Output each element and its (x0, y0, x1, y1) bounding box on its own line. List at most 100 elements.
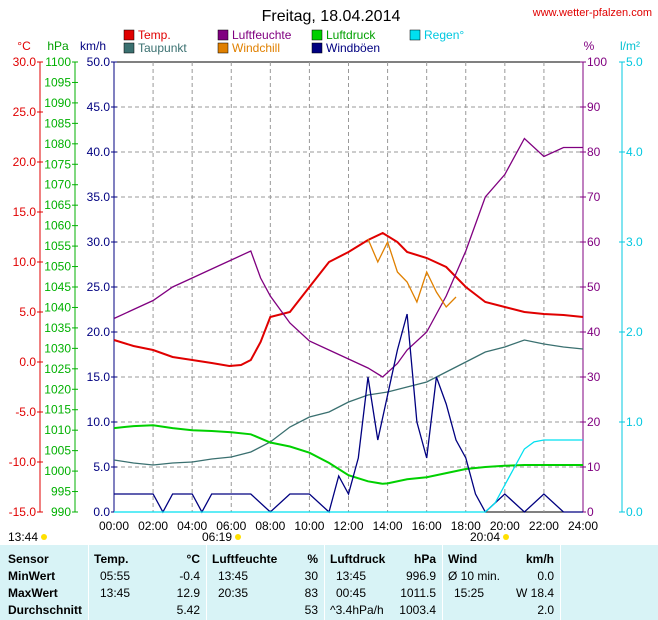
press-axis-tick-label: 1045 (44, 280, 71, 294)
stats-row-avg: Durchschnitt 5.42 53 ^3.4hPa/h 1003.4 2.… (0, 602, 658, 618)
x-tick-label: 14:00 (373, 519, 403, 533)
stats-header-row: Sensor Temp. °C Luftfeuchte % Luftdruck … (0, 551, 658, 567)
temp-axis-tick-label: 15.0 (13, 205, 37, 219)
temp-axis-tick-label: -15.0 (9, 505, 37, 519)
press-axis-tick-label: 1010 (44, 423, 71, 437)
legend-label: Luftfeuchte (232, 28, 292, 42)
x-tick-label: 10:00 (294, 519, 324, 533)
rain-unit: l/m² (620, 39, 640, 53)
header-wind: Wind (448, 552, 477, 566)
press-axis-tick-label: 1070 (44, 178, 71, 192)
moonrise-label: 13:44 (8, 530, 38, 544)
sun-icon (41, 534, 47, 540)
header-temp-unit: °C (170, 552, 200, 566)
x-tick-label: 08:00 (255, 519, 285, 533)
wind-time: Ø 10 min. (448, 569, 500, 583)
hum-axis-tick-label: 30 (587, 370, 601, 384)
legend-label: Temp. (138, 28, 171, 42)
press-time: 00:45 (336, 586, 366, 600)
press-axis-tick-label: 1075 (44, 157, 71, 171)
press-axis-tick-label: 1015 (44, 403, 71, 417)
header-wind-unit: km/h (510, 552, 554, 566)
wind-axis-tick-label: 45.0 (87, 100, 111, 114)
sun-icon (235, 534, 241, 540)
hum-value: 83 (270, 586, 318, 600)
temp-axis-tick-label: -10.0 (9, 455, 37, 469)
wind-axis-tick-label: 5.0 (93, 460, 110, 474)
hum-time: 20:35 (218, 586, 248, 600)
x-tick-label: 12:00 (333, 519, 363, 533)
press-axis-tick-label: 990 (51, 505, 71, 519)
rain-axis-tick-label: 1.0 (626, 415, 643, 429)
hum-value: 53 (270, 603, 318, 617)
press-value: 996.9 (386, 569, 436, 583)
press-axis-tick-label: 1005 (44, 444, 71, 458)
legend-swatch (124, 30, 134, 40)
press-axis-tick-label: 1035 (44, 321, 71, 335)
temp-value: 5.42 (150, 603, 200, 617)
press-axis-tick-label: 995 (51, 485, 71, 499)
wind-value: 0.0 (500, 569, 554, 583)
x-axis: 00:00 02:00 04:00 06:00 08:00 10:00 12:00 14:00… (99, 519, 598, 533)
x-tick-label: 16:00 (412, 519, 442, 533)
wind-axis-tick-label: 0.0 (93, 505, 110, 519)
hum-axis-tick-label: 40 (587, 325, 601, 339)
rain-axis-tick-label: 0.0 (626, 505, 643, 519)
weather-chart: Freitag, 18.04.2014 www.wetter-pfalzen.c… (0, 0, 658, 545)
press-axis-tick-label: 1020 (44, 382, 71, 396)
hum-unit: % (584, 39, 595, 53)
wind-time: 15:25 (454, 586, 484, 600)
header-hum: Luftfeuchte (212, 552, 277, 566)
temp-value: 12.9 (150, 586, 200, 600)
legend-swatch (124, 43, 134, 53)
temp-axis-tick-label: 30.0 (13, 55, 37, 69)
press-value: 1003.4 (386, 603, 436, 617)
legend-swatch (218, 30, 228, 40)
press-time: 13:45 (336, 569, 366, 583)
header-sensor: Sensor (8, 552, 49, 566)
press-axis-tick-label: 1055 (44, 239, 71, 253)
hum-axis-tick-label: 10 (587, 460, 601, 474)
temp-axis-tick-label: 10.0 (13, 255, 37, 269)
hum-axis-tick-label: 60 (587, 235, 601, 249)
press-value: 1011.5 (386, 586, 436, 600)
wind-unit: km/h (80, 39, 106, 53)
grid (114, 62, 583, 512)
x-tick-label: 00:00 (99, 519, 129, 533)
wind-axis-tick-label: 40.0 (87, 145, 111, 159)
stats-row-max: MaxWert 13:45 12.9 20:35 83 00:45 1011.5… (0, 585, 658, 601)
press-axis-tick-label: 1050 (44, 260, 71, 274)
temp-axis-tick-label: 0.0 (19, 355, 36, 369)
hum-axis-tick-label: 0 (587, 505, 594, 519)
row-label: MaxWert (8, 586, 58, 600)
sunrise-label: 06:19 (202, 530, 232, 544)
site-link[interactable]: www.wetter-pfalzen.com (532, 7, 652, 19)
row-label: MinWert (8, 569, 55, 583)
hum-axis-tick-label: 80 (587, 145, 601, 159)
temp-value: -0.4 (150, 569, 200, 583)
wind-value: 2.0 (500, 603, 554, 617)
x-tick-label: 24:00 (568, 519, 598, 533)
stats-table: Sensor Temp. °C Luftfeuchte % Luftdruck … (0, 545, 658, 620)
temp-time: 05:55 (100, 569, 130, 583)
wind-value: W 18.4 (500, 586, 554, 600)
wind-axis-tick-label: 50.0 (87, 55, 111, 69)
press-axis-tick-label: 1085 (44, 116, 71, 130)
wind-axis-tick-label: 10.0 (87, 415, 111, 429)
sunset-label: 20:04 (470, 530, 500, 544)
wind-axis-tick-label: 20.0 (87, 325, 111, 339)
header-hum-unit: % (290, 552, 318, 566)
hum-axis-tick-label: 100 (587, 55, 607, 69)
header-temp: Temp. (94, 552, 128, 566)
press-axis-tick-label: 1060 (44, 219, 71, 233)
temp-axis-tick-label: -5.0 (15, 405, 36, 419)
header-press: Luftdruck (330, 552, 385, 566)
x-tick-label: 22:00 (529, 519, 559, 533)
press-time: ^3.4hPa/h (330, 603, 384, 617)
stats-row-min: MinWert 05:55 -0.4 13:45 30 13:45 996.9 … (0, 568, 658, 584)
row-label: Durchschnitt (8, 603, 82, 617)
rain-axis-tick-label: 5.0 (626, 55, 643, 69)
rain-axis-tick-label: 2.0 (626, 325, 643, 339)
temp-axis-tick-label: 20.0 (13, 155, 37, 169)
wind-axis-tick-label: 15.0 (87, 370, 111, 384)
